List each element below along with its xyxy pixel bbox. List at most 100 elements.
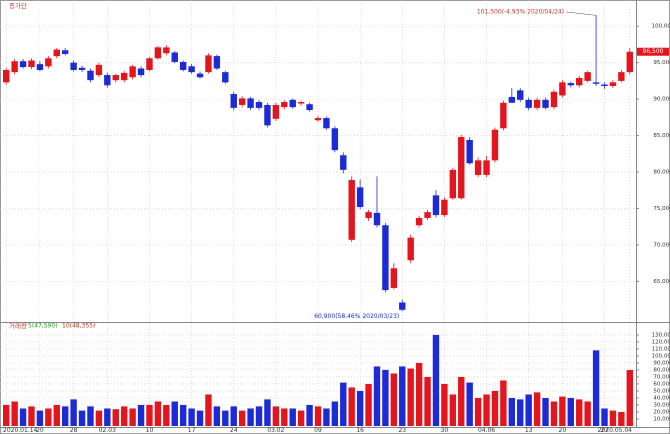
volume-bar bbox=[146, 404, 153, 426]
y-tick-label: 90,000 bbox=[653, 360, 670, 366]
volume-bar bbox=[432, 334, 440, 426]
candle-body bbox=[340, 155, 347, 170]
x-tick-label: 20 bbox=[36, 427, 44, 434]
candle-body bbox=[584, 72, 591, 81]
ma-legend: 5(47,590) bbox=[28, 323, 58, 330]
y-tick-label: 90,000 bbox=[653, 97, 670, 103]
candle-body bbox=[441, 199, 448, 216]
y-tick-label: 95,000 bbox=[653, 60, 670, 66]
candle-body bbox=[28, 60, 35, 68]
volume-bar bbox=[120, 406, 128, 426]
x-tick-label: 27 bbox=[601, 427, 609, 434]
candle-body bbox=[264, 104, 271, 126]
volume-bar bbox=[61, 406, 69, 426]
volume-bar bbox=[154, 401, 162, 426]
candle-body bbox=[112, 75, 119, 81]
candle-body bbox=[458, 137, 465, 199]
x-tick-label: 2020.01.14 bbox=[3, 427, 38, 434]
candle-body bbox=[61, 50, 69, 54]
volume-bar bbox=[390, 373, 398, 426]
candle-body bbox=[3, 69, 10, 83]
y-tick-label: 70,000 bbox=[653, 374, 670, 380]
candle-body bbox=[171, 52, 178, 62]
x-tick-label: 02.03 bbox=[99, 427, 116, 434]
volume-bar bbox=[441, 383, 448, 426]
candle-body bbox=[323, 118, 330, 129]
volume-bar bbox=[222, 410, 229, 426]
candle-body bbox=[592, 82, 600, 84]
y-tick-label: 50,000 bbox=[653, 388, 670, 394]
candle-body bbox=[196, 73, 204, 78]
volume-bar bbox=[458, 376, 465, 426]
candle-body bbox=[399, 302, 406, 310]
y-tick-label: 30,000 bbox=[653, 402, 670, 408]
volume-bar bbox=[500, 380, 507, 426]
volume-bar bbox=[373, 366, 381, 426]
price-legend: 종가단 bbox=[9, 1, 27, 10]
volume-bar bbox=[289, 408, 296, 426]
volume-bar bbox=[28, 406, 35, 426]
volume-bar bbox=[340, 382, 347, 426]
y-tick-label: 70,000 bbox=[653, 242, 670, 248]
x-tick-label: 20 bbox=[559, 427, 567, 434]
x-tick-label: 10 bbox=[146, 427, 154, 434]
y-tick-label: 130,000 bbox=[652, 332, 670, 338]
volume-bar bbox=[205, 394, 212, 426]
candle-body bbox=[120, 72, 128, 81]
x-tick-label: 23 bbox=[398, 427, 406, 434]
candle-body bbox=[567, 83, 575, 86]
volume-bar bbox=[247, 408, 254, 426]
candle-body bbox=[466, 139, 473, 164]
candle-body bbox=[517, 90, 524, 100]
candle-body bbox=[95, 64, 103, 76]
candle-body bbox=[36, 64, 44, 70]
high-label: 101,500(-4.93% 2020/04/24) bbox=[477, 9, 564, 16]
volume-bar bbox=[112, 409, 119, 426]
volume-bar bbox=[297, 410, 305, 426]
candle-body bbox=[289, 99, 296, 108]
volume-bar bbox=[19, 408, 27, 426]
volume-bar bbox=[314, 406, 322, 426]
volume-bar bbox=[592, 350, 600, 426]
volume-bar bbox=[213, 406, 221, 426]
volume-bar bbox=[272, 406, 280, 426]
volume-bar bbox=[78, 410, 86, 426]
volume-bar bbox=[196, 410, 204, 426]
ma-legend: 10(48,355) bbox=[62, 323, 95, 330]
volume-bar bbox=[281, 408, 288, 426]
y-tick-label: 75,000 bbox=[653, 206, 670, 212]
x-tick-label: 28 bbox=[70, 427, 78, 434]
candle-body bbox=[424, 212, 431, 218]
x-tick-label: 03.02 bbox=[267, 427, 284, 434]
candle-body bbox=[129, 66, 136, 78]
candle-body bbox=[179, 61, 187, 70]
volume-bar bbox=[550, 401, 558, 426]
volume-bar bbox=[53, 404, 60, 426]
candle-body bbox=[626, 51, 633, 73]
candle-body bbox=[542, 99, 549, 108]
candle-body bbox=[53, 49, 60, 57]
volume-bar bbox=[137, 404, 145, 426]
candle-body bbox=[601, 84, 608, 86]
volume-bar bbox=[348, 387, 355, 426]
volume-legend: 거래량 bbox=[9, 321, 27, 330]
candle-body bbox=[213, 56, 221, 69]
candle-body bbox=[11, 61, 18, 73]
volume-bar bbox=[415, 362, 423, 426]
last-price-label: 96,500 bbox=[643, 48, 664, 55]
volume-bar bbox=[576, 399, 583, 426]
candle-body bbox=[188, 66, 195, 73]
candle-body bbox=[533, 99, 541, 108]
volume-bar bbox=[382, 369, 389, 426]
candle-body bbox=[356, 187, 364, 208]
candle-body bbox=[415, 217, 423, 226]
candle-body bbox=[609, 82, 617, 86]
volume-bar bbox=[559, 396, 566, 426]
candle-body bbox=[407, 237, 414, 261]
y-tick-label: 85,000 bbox=[653, 133, 670, 139]
candle-body bbox=[154, 47, 162, 59]
y-tick-label: 65,000 bbox=[653, 279, 670, 285]
volume-bar bbox=[104, 408, 111, 426]
volume-bar bbox=[356, 390, 364, 426]
